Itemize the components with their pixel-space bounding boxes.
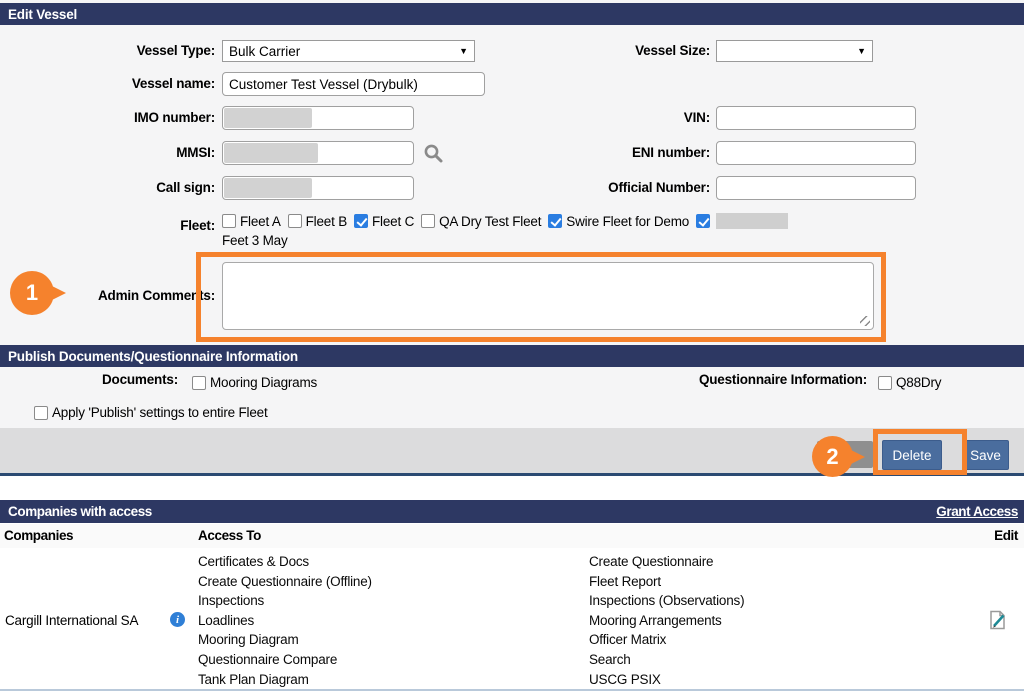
info-icon[interactable]: i (170, 612, 185, 627)
mooring-diagrams-checkbox[interactable]: Mooring Diagrams (192, 375, 317, 390)
fleet-options: Fleet A Fleet B Fleet C QA Dry Test Flee… (222, 213, 795, 229)
mmsi-label: MMSI: (176, 145, 215, 160)
row-divider (0, 689, 1024, 691)
fleet-checkbox-swire-fleet-for-demo[interactable]: Swire Fleet for Demo (548, 214, 689, 229)
access-item: Questionnaire Compare (198, 651, 338, 667)
checkbox[interactable] (421, 214, 436, 228)
col-companies: Companies (4, 528, 74, 543)
documents-label: Documents: (101, 372, 178, 387)
annotation-marker-2: 2 (812, 436, 865, 477)
admin-comments-label: Admin Comments: (97, 288, 215, 303)
access-item: Officer Matrix (589, 632, 667, 648)
eni-number-label: ENI number: (631, 145, 710, 160)
delete-button[interactable]: Delete (882, 440, 942, 470)
vin-label: VIN: (683, 110, 710, 125)
annotation-step-number: 1 (10, 271, 54, 315)
redacted-value (224, 108, 312, 128)
companies-section-title: Companies with access (8, 504, 152, 519)
questionnaire-information-label: Questionnaire Information: (698, 372, 867, 387)
companies-section-header: Companies with access Grant Access (0, 500, 1024, 523)
checkbox[interactable] (34, 405, 48, 420)
vessel-type-label: Vessel Type: (136, 43, 216, 58)
admin-comments-textarea[interactable] (222, 262, 874, 330)
annotation-step-number: 2 (812, 436, 853, 477)
search-icon[interactable] (423, 143, 444, 169)
col-edit: Edit (994, 528, 1018, 543)
access-list-col2: Create Questionnaire Fleet Report Inspec… (589, 552, 745, 689)
vessel-type-select[interactable]: Bulk Carrier ▼ (222, 40, 475, 62)
apply-publish-fleet-checkbox[interactable]: Apply 'Publish' settings to entire Fleet (34, 405, 268, 420)
fleet-checkbox-fleet-a[interactable]: Fleet A (222, 214, 281, 229)
checkbox[interactable] (287, 214, 302, 228)
vessel-size-label: Vessel Size: (635, 43, 710, 58)
fleet-checkbox-redacted[interactable] (696, 213, 789, 229)
checkbox[interactable] (696, 214, 711, 228)
vessel-name-label: Vessel name: (131, 76, 215, 91)
page-title: Edit Vessel (8, 6, 78, 22)
save-button[interactable]: Save (962, 440, 1009, 470)
imo-number-label: IMO number: (133, 110, 215, 125)
checkbox[interactable] (354, 214, 368, 228)
access-item: Tank Plan Diagram (198, 671, 309, 687)
publish-section-header: Publish Documents/Questionnaire Informat… (0, 345, 1024, 367)
companies-table-header: Companies Access To Edit (0, 524, 1024, 548)
q88dry-checkbox[interactable]: Q88Dry (878, 375, 942, 390)
annotation-marker-tail (48, 284, 66, 302)
checkbox[interactable] (548, 214, 563, 228)
company-name: Cargill International SA (5, 613, 139, 628)
vin-input[interactable] (716, 106, 916, 130)
admin-comments-wrap (222, 262, 874, 330)
official-number-label: Official Number: (608, 180, 710, 195)
access-item: Inspections (198, 593, 265, 609)
checkbox[interactable] (222, 214, 236, 228)
access-item: Inspections (Observations) (589, 593, 745, 609)
call-sign-label: Call sign: (156, 180, 215, 195)
edit-icon[interactable] (987, 609, 1008, 636)
redacted-value (224, 178, 312, 198)
fleet-label: Fleet: (180, 218, 215, 233)
publish-section-title: Publish Documents/Questionnaire Informat… (8, 348, 298, 364)
fleet-wrapped-label: Feet 3 May (222, 233, 288, 248)
access-item: Loadlines (198, 612, 254, 628)
access-item: Create Questionnaire (Offline) (198, 573, 372, 589)
fleet-checkbox-fleet-b[interactable]: Fleet B (287, 214, 347, 229)
chevron-down-icon: ▼ (459, 46, 468, 56)
vessel-type-value: Bulk Carrier (229, 43, 301, 59)
access-list-col1: Certificates & Docs Create Questionnaire… (198, 552, 372, 689)
access-item: Mooring Diagram (198, 632, 299, 648)
redacted-value (224, 143, 318, 163)
access-item: Certificates & Docs (198, 554, 309, 569)
grant-access-link[interactable]: Grant Access (936, 504, 1018, 519)
fleet-checkbox-fleet-c[interactable]: Fleet C (354, 214, 414, 229)
access-item: Search (589, 651, 631, 667)
access-item: Mooring Arrangements (589, 612, 722, 628)
redacted-fleet-label (716, 213, 789, 229)
access-item: Create Questionnaire (589, 554, 714, 569)
annotation-marker-tail (847, 448, 865, 466)
checkbox[interactable] (878, 375, 892, 390)
page-title-bar: Edit Vessel (0, 3, 1024, 25)
access-item: USCG PSIX (589, 671, 661, 687)
official-number-input[interactable] (716, 176, 916, 200)
vessel-name-input[interactable] (222, 72, 485, 96)
chevron-down-icon: ▼ (857, 46, 866, 56)
annotation-marker-1: 1 (10, 271, 66, 315)
access-item: Fleet Report (589, 573, 661, 589)
vessel-size-select[interactable]: ▼ (716, 40, 873, 62)
checkbox[interactable] (192, 375, 206, 390)
fleet-checkbox-qa-dry-test-fleet[interactable]: QA Dry Test Fleet (421, 214, 541, 229)
eni-number-input[interactable] (716, 141, 916, 165)
col-access-to: Access To (198, 528, 261, 543)
